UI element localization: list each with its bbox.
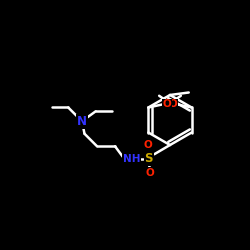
Text: S: S <box>144 152 153 165</box>
Text: N: N <box>77 115 87 128</box>
Text: O: O <box>146 168 154 177</box>
Text: O: O <box>143 140 152 150</box>
Text: NH: NH <box>122 154 140 164</box>
Text: O: O <box>168 100 177 110</box>
Text: O: O <box>163 100 172 110</box>
